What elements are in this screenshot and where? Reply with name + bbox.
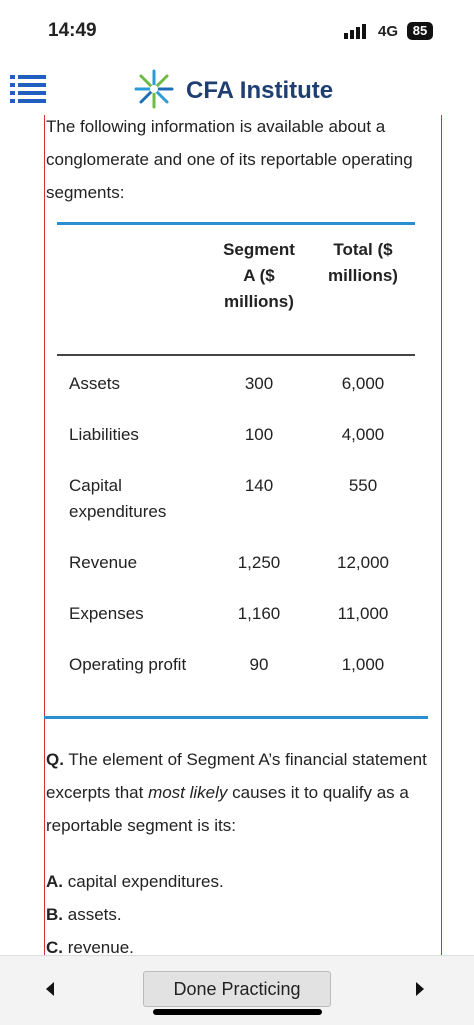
question-text: causes it to qualify as a reportable seg… xyxy=(46,783,409,835)
segment-value: 100 xyxy=(244,425,274,444)
segment-value: 140 xyxy=(244,476,274,495)
option-letter: A. xyxy=(46,872,63,891)
total-value: 12,000 xyxy=(337,553,389,572)
question: Q. The element of Segment A’s financial … xyxy=(46,743,431,842)
battery: 85 xyxy=(407,22,433,40)
total-value: 550 xyxy=(348,476,378,495)
menu-icon[interactable] xyxy=(10,75,46,105)
question-emphasis: most likely xyxy=(148,783,228,802)
next-arrow[interactable] xyxy=(414,982,426,996)
header-title: CFA Institute xyxy=(186,77,334,104)
row-label: Liabilities xyxy=(69,425,139,444)
row-label: Revenue xyxy=(69,553,138,572)
option-text: revenue. xyxy=(67,938,134,957)
option-letter: C. xyxy=(46,938,63,957)
signal-icon xyxy=(344,24,366,39)
table-top-rule xyxy=(57,222,415,225)
question-text: The element of Segment A’s financial sta… xyxy=(46,750,427,802)
column-header: Segment A ($ millions) xyxy=(223,240,295,311)
total-value: 4,000 xyxy=(341,425,385,444)
done-button[interactable]: Done Practicing xyxy=(143,971,331,1007)
segment-value: 300 xyxy=(244,374,274,393)
segment-value: 1,160 xyxy=(237,604,281,623)
content-frame xyxy=(44,115,442,955)
row-label: Expenses xyxy=(69,604,144,623)
table-bottom-rule xyxy=(44,716,428,719)
answer-option[interactable]: A. capital expenditures. xyxy=(46,872,224,892)
total-value: 6,000 xyxy=(341,374,385,393)
option-text: assets. xyxy=(67,905,122,924)
logo xyxy=(134,69,174,109)
header-rule xyxy=(57,354,415,356)
row-label: Capital expenditures xyxy=(69,476,167,521)
answer-option[interactable]: C. revenue. xyxy=(46,938,134,958)
network: 4G xyxy=(378,23,399,40)
time: 14:49 xyxy=(48,20,97,41)
option-text: capital expenditures. xyxy=(67,872,224,891)
answer-option[interactable]: B. assets. xyxy=(46,905,122,925)
home-indicator xyxy=(153,1009,322,1015)
prev-arrow[interactable] xyxy=(44,982,56,996)
option-letter: B. xyxy=(46,905,63,924)
segment-value: 1,250 xyxy=(237,553,281,572)
total-value: 11,000 xyxy=(337,604,389,623)
question-label: Q. xyxy=(46,750,64,769)
row-label: Assets xyxy=(69,374,121,393)
row-label: Operating profit xyxy=(69,655,187,674)
segment-value: 90 xyxy=(249,655,269,674)
column-header: Total ($ millions) xyxy=(328,240,398,285)
total-value: 1,000 xyxy=(341,655,385,674)
intro: The following information is available a… xyxy=(46,117,413,202)
